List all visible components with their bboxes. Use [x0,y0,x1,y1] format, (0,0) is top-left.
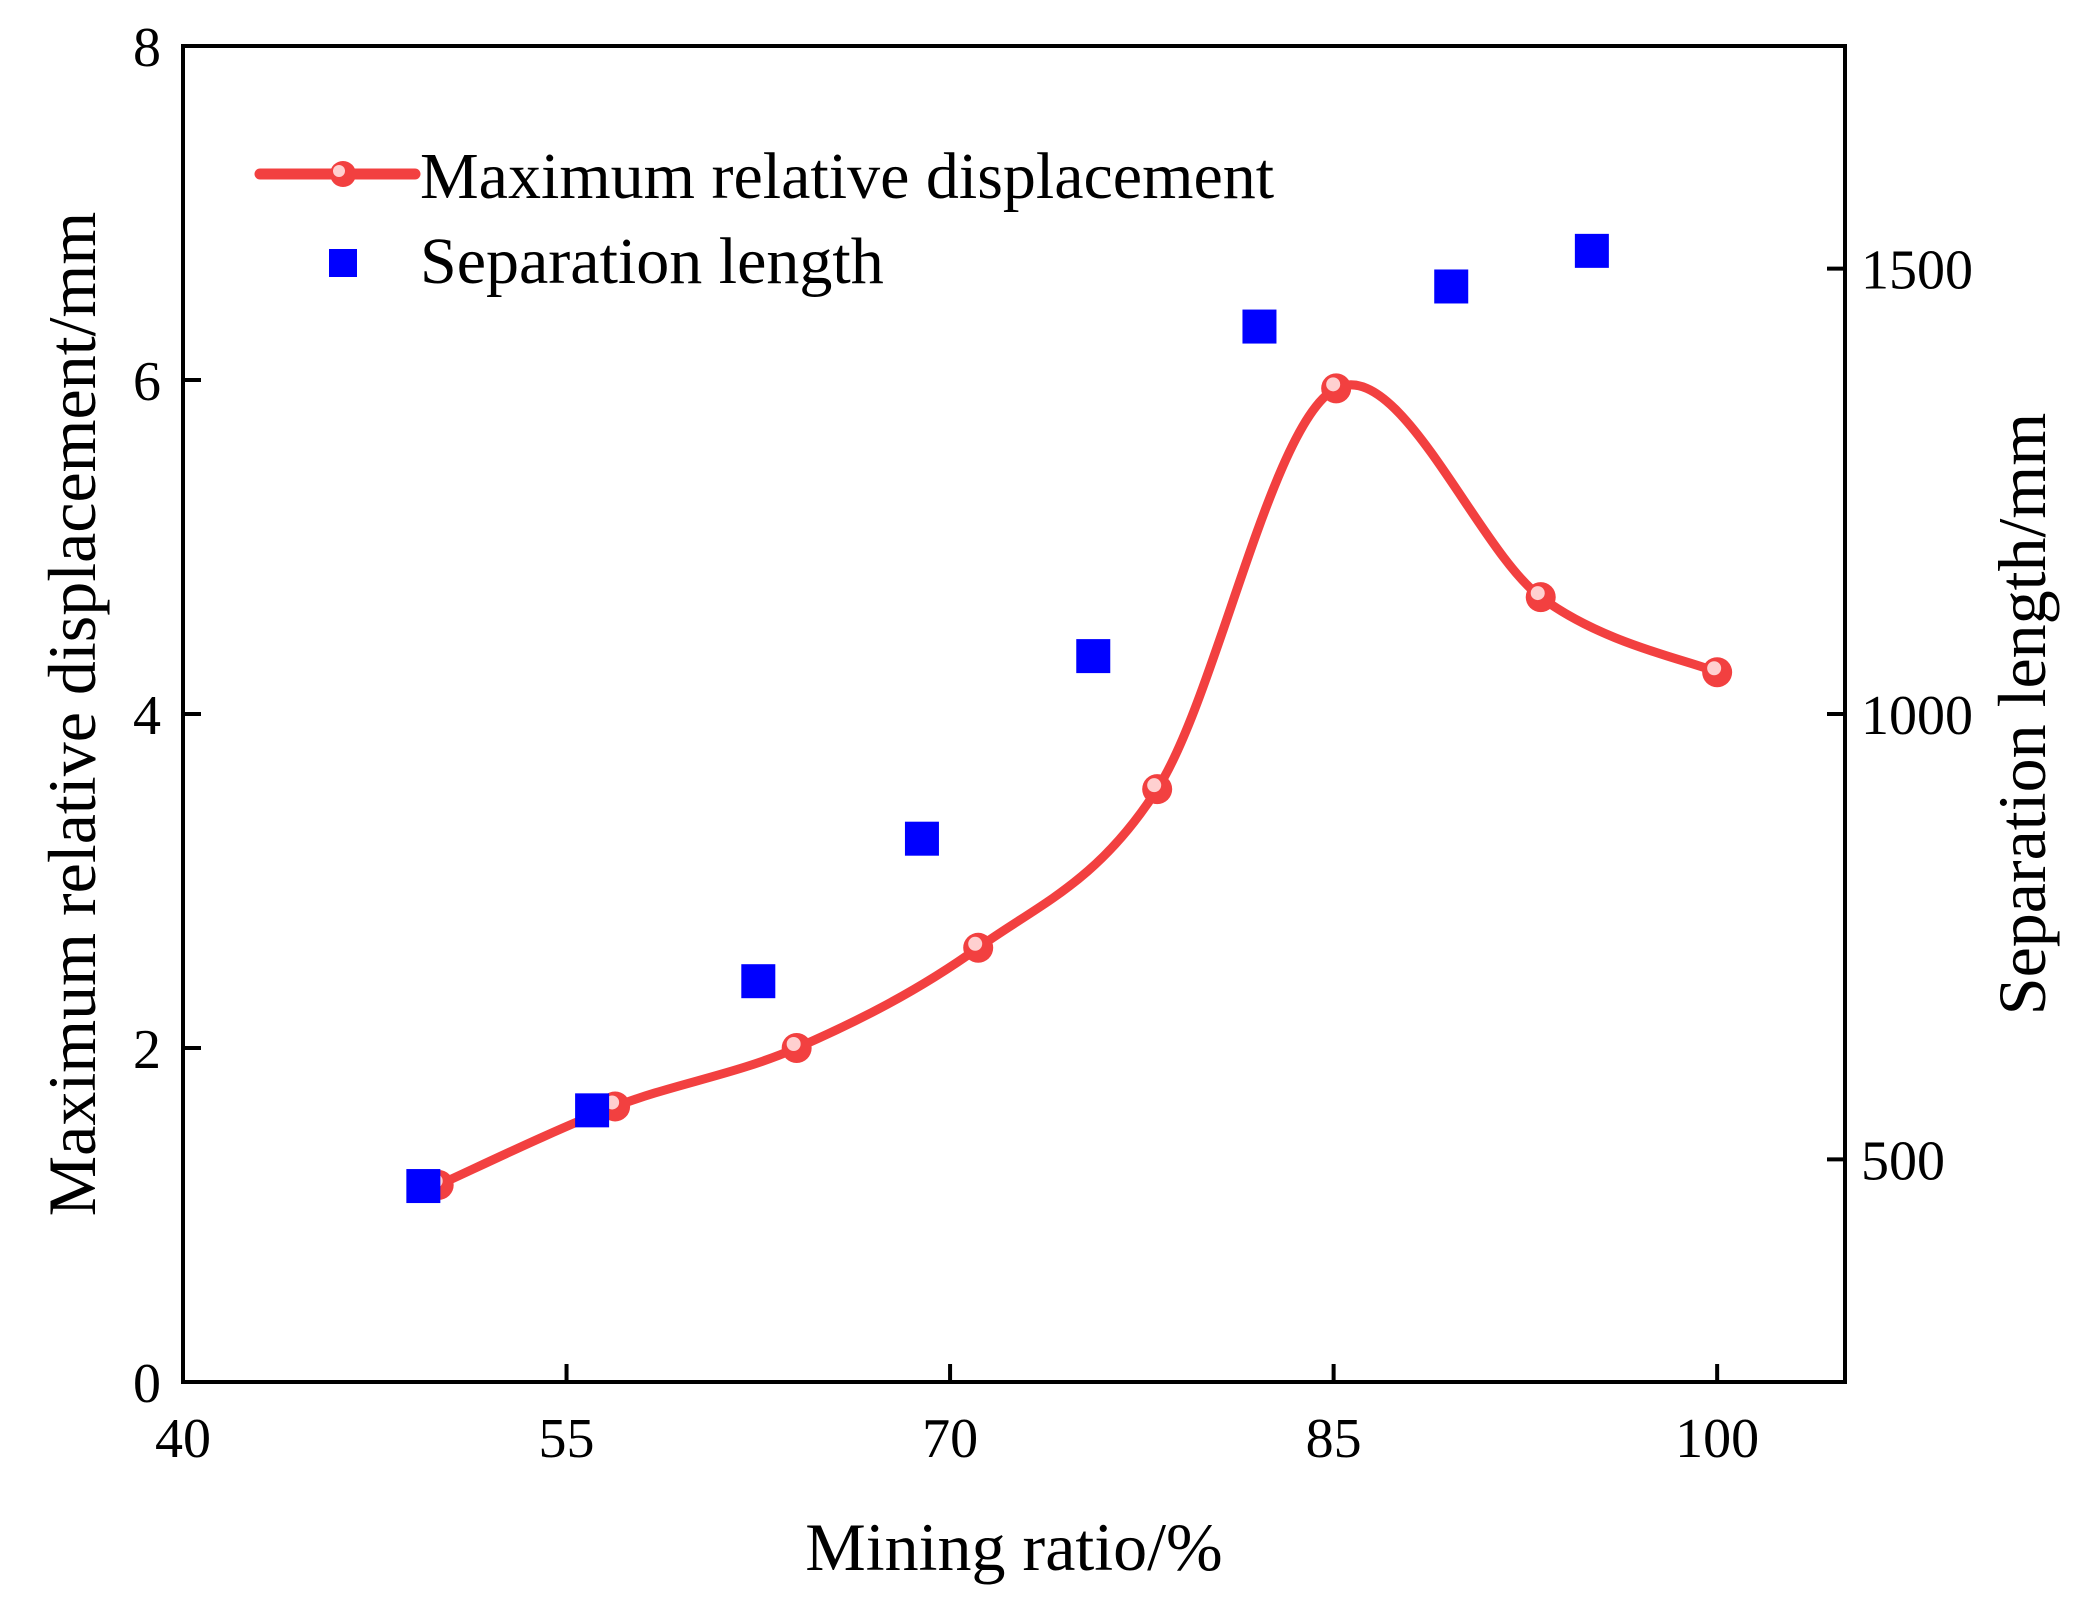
x-tick-label: 40 [155,1408,211,1470]
separation-point [1574,233,1609,268]
displacement-curve [436,380,1719,1190]
displacement-point-highlight [968,936,983,951]
displacement-point-highlight [1326,377,1341,392]
y2-axis-title: Separation length/mm [1984,413,2060,1015]
y2-axis-ticks: 500 1000 1500 [1827,240,1973,1192]
separation-point [741,964,776,999]
legend: Maximum relative displacement Separation… [254,140,1274,298]
separation-point [1242,309,1277,344]
legend-label-separation: Separation length [420,225,884,298]
x-tick-label: 70 [922,1408,978,1470]
y-tick-label: 4 [133,685,161,747]
separation-point [575,1093,610,1128]
y-tick-label: 6 [133,351,161,413]
displacement-point-highlight [1530,586,1545,601]
x-axis-ticks: 40 55 70 85 100 [155,1364,1759,1470]
y-tick-label: 8 [133,17,161,79]
y-tick-label: 0 [133,1353,161,1415]
y2-tick-label: 1500 [1861,240,1973,302]
x-axis-title: Mining ratio/% [805,1509,1222,1585]
legend-marker-highlight [333,165,345,177]
x-tick-label: 100 [1675,1408,1759,1470]
legend-marker-separation [329,249,357,277]
series-displacement [423,373,1733,1200]
separation-point [1434,269,1469,304]
separation-point [406,1169,441,1204]
legend-label-displacement: Maximum relative displacement [420,140,1274,213]
y-axis-title: Maximum relative displacement/mm [34,212,110,1217]
y-axis-ticks: 0 2 4 6 8 [133,17,201,1415]
separation-point [904,821,939,856]
y2-tick-label: 1000 [1861,685,1973,747]
displacement-point-highlight [1707,661,1722,676]
x-tick-label: 85 [1306,1408,1362,1470]
x-tick-label: 55 [539,1408,595,1470]
series-separation-length [406,233,1609,1204]
displacement-point-highlight [786,1037,801,1051]
y2-tick-label: 500 [1861,1130,1945,1192]
separation-point [1076,639,1111,674]
y-tick-label: 2 [133,1019,161,1081]
displacement-point-highlight [1147,778,1162,793]
